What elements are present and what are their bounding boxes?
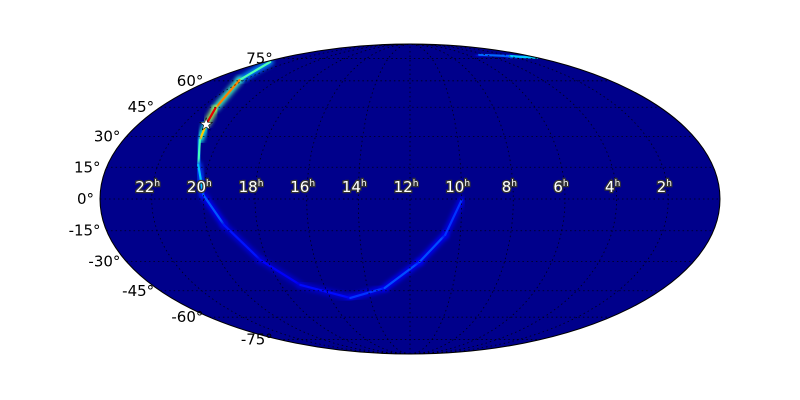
ra-tick-label: 10h — [445, 178, 470, 196]
ra-tick-label: 14h — [342, 178, 367, 196]
ra-tick-value: 20 — [187, 178, 206, 196]
ra-unit: h — [154, 179, 160, 189]
ra-unit: h — [563, 179, 569, 189]
dec-tick-label: -45° — [122, 282, 154, 300]
ra-unit: h — [615, 179, 621, 189]
dec-tick-label: -15° — [69, 222, 101, 240]
ra-unit: h — [464, 179, 470, 189]
dec-tick-label: 30° — [94, 127, 121, 145]
ra-unit: h — [258, 179, 264, 189]
probability-arc-segment — [202, 193, 226, 227]
meridian-line — [151, 44, 411, 354]
probability-arc-segment — [444, 198, 463, 237]
dec-tick-labels: 75° 60° 45° 30° 15° 0° -15° -30°-45° -60° -75° — [69, 50, 273, 349]
star-marker-icon — [199, 117, 214, 131]
dec-tick-label: 75° — [246, 50, 273, 68]
ra-tick-value: 8 — [502, 178, 512, 196]
ra-unit: h — [361, 179, 367, 189]
probability-arc-segment — [299, 283, 352, 300]
ra-tick-label: 2h — [657, 178, 672, 196]
probability-arc-segment — [259, 258, 302, 287]
dec-tick-label: 45° — [128, 98, 155, 116]
ra-unit: h — [309, 179, 315, 189]
probability-arc-segment — [197, 138, 201, 167]
source-marker — [199, 117, 214, 131]
meridian-line — [202, 44, 411, 354]
ra-unit: h — [206, 179, 212, 189]
ra-unit: h — [511, 179, 517, 189]
dec-tick-label: -75° — [241, 330, 273, 348]
probability-streak-segment — [508, 54, 539, 60]
ra-tick-label: 18h — [239, 178, 264, 196]
ra-tick-value: 4 — [605, 178, 615, 196]
ra-tick-label: 12h — [394, 178, 419, 196]
ra-tick-label: 20h — [187, 178, 212, 196]
ra-tick-labels: 22h 20h 18h 16h 14h 12h 10h 8h 6h 4h 2h — [134, 177, 673, 198]
probability-arc-segment — [349, 286, 386, 300]
dec-tick-label: 60° — [177, 72, 204, 90]
probability-arc-segment — [418, 233, 447, 264]
ra-tick-label: 4h — [605, 178, 620, 196]
ra-tick-value: 22 — [135, 178, 154, 196]
sky-background — [100, 44, 720, 354]
ra-tick-label: 22h — [135, 178, 160, 196]
probability-streak-segment — [478, 53, 511, 58]
sky-boundary — [99, 43, 721, 355]
ra-tick-label: 6h — [553, 178, 568, 196]
dec-tick-label: -60° — [171, 308, 203, 326]
probability-arc-segment — [383, 260, 421, 290]
dec-tick-label: -30° — [88, 253, 120, 271]
ra-tick-value: 14 — [342, 178, 361, 196]
probability-arc-segment — [197, 163, 205, 197]
ra-tick-value: 6 — [553, 178, 563, 196]
probability-heatmap — [194, 51, 541, 302]
dec-tick-label: 0° — [77, 190, 94, 208]
probability-arc-segment — [223, 223, 262, 262]
dec-tick-label: 15° — [74, 158, 101, 176]
ra-tick-value: 12 — [394, 178, 413, 196]
ra-tick-value: 18 — [239, 178, 258, 196]
ra-tick-value: 2 — [657, 178, 667, 196]
probability-arc-segment — [238, 60, 272, 82]
ra-tick-label: 8h — [502, 178, 517, 196]
ra-unit: h — [666, 179, 672, 189]
ra-tick-value: 16 — [290, 178, 309, 196]
ra-unit: h — [413, 179, 419, 189]
ra-tick-label: 16h — [290, 178, 315, 196]
ra-tick-value: 10 — [445, 178, 464, 196]
